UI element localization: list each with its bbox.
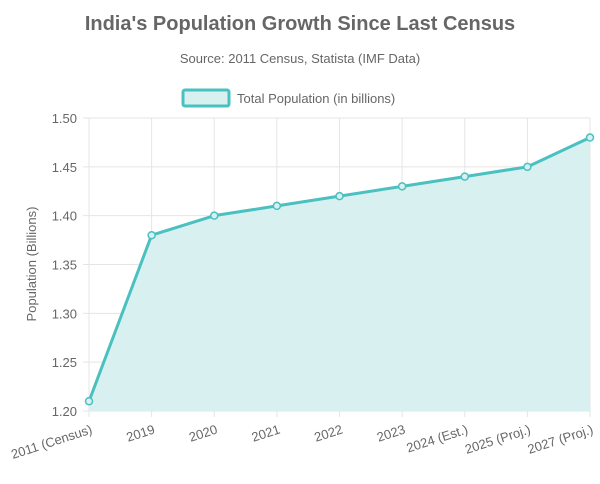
series-area-fill <box>89 137 590 412</box>
y-axis-ticks: 1.20 1.25 1.30 1.35 1.40 1.45 1.50 <box>52 111 77 419</box>
x-tick-label: 2021 <box>250 422 282 445</box>
chart-subtitle: Source: 2011 Census, Statista (IMF Data) <box>180 51 420 66</box>
data-point[interactable] <box>585 133 595 142</box>
x-tick-label: 2025 (Proj.) <box>463 422 532 457</box>
x-tick-label: 2019 <box>124 422 156 445</box>
legend-swatch[interactable] <box>181 88 231 108</box>
x-tick-label: 2020 <box>187 422 219 445</box>
y-tick-label: 1.30 <box>52 306 77 321</box>
y-tick-label: 1.25 <box>52 355 77 370</box>
chart-legend[interactable]: Total Population (in billions) <box>181 88 395 108</box>
y-tick-label: 1.20 <box>52 404 77 419</box>
x-tick-label: 2027 (Proj.) <box>526 422 595 457</box>
y-axis-title: Population (Billions) <box>24 207 39 322</box>
data-point[interactable] <box>523 162 532 172</box>
y-tick-label: 1.40 <box>52 209 77 224</box>
y-tick-label: 1.50 <box>52 111 77 126</box>
area-fill-layer <box>89 137 590 412</box>
x-tick-label: 2022 <box>312 422 344 445</box>
chart-title: India's Population Growth Since Last Cen… <box>85 13 515 35</box>
data-point[interactable] <box>272 201 282 211</box>
data-point[interactable] <box>210 211 219 220</box>
legend-label[interactable]: Total Population (in billions) <box>237 91 395 106</box>
x-tick-label: 2023 <box>375 422 407 445</box>
x-tick-label: 2011 (Census) <box>9 422 94 462</box>
data-point[interactable] <box>335 191 344 201</box>
y-tick-label: 1.45 <box>52 160 77 175</box>
data-points-layer[interactable] <box>84 133 595 406</box>
data-point[interactable] <box>84 396 94 406</box>
data-point[interactable] <box>460 172 469 181</box>
y-tick-label: 1.35 <box>52 258 77 273</box>
data-point[interactable] <box>147 230 156 240</box>
data-point[interactable] <box>397 182 407 191</box>
x-tick-label: 2024 (Est.) <box>405 422 470 456</box>
